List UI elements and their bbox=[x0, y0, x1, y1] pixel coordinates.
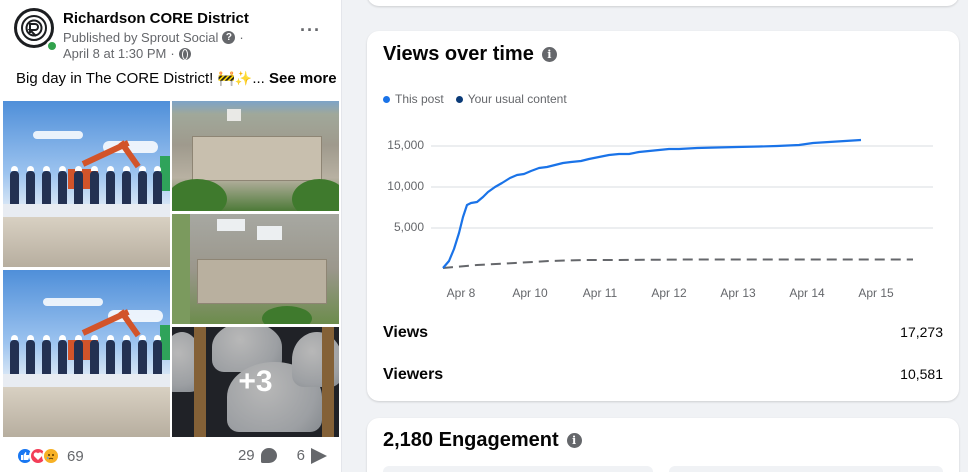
post-date-line: April 8 at 1:30 PM · bbox=[63, 46, 191, 61]
stat-row-viewers: Viewers 10,581 bbox=[383, 366, 943, 384]
help-icon[interactable]: ? bbox=[222, 31, 236, 44]
post-card: Richardson CORE District Published by Sp… bbox=[0, 0, 342, 472]
y-tick: 10,000 bbox=[387, 179, 424, 193]
caption-ellipsis: ... bbox=[252, 70, 269, 87]
views-line-chart[interactable]: 15,000 10,000 5,000 Apr 8 Apr 10 Apr 11 … bbox=[367, 121, 959, 306]
photo-groundbreaking-1[interactable] bbox=[3, 101, 170, 267]
stat-value: 17,273 bbox=[900, 324, 943, 340]
caption-text: Big day in The CORE District! bbox=[16, 70, 218, 87]
engagement-subpanel bbox=[669, 466, 943, 472]
photo-grid: +3 bbox=[3, 101, 339, 437]
legend-dot-icon bbox=[383, 95, 390, 103]
previous-card bbox=[367, 0, 959, 6]
publisher-line: Published by Sprout Social ? · bbox=[63, 30, 244, 45]
photo-aerial-site-1[interactable] bbox=[172, 101, 339, 211]
caption-emoji: 🚧✨ bbox=[217, 70, 253, 86]
legend-usual-content: Your usual content bbox=[455, 92, 567, 106]
post-caption: Big day in The CORE District! 🚧✨... See … bbox=[16, 70, 337, 87]
views-card-title: Views over time i bbox=[383, 43, 557, 66]
page-name-link[interactable]: Richardson CORE District bbox=[63, 10, 249, 27]
photo-groundbreaking-2[interactable] bbox=[3, 270, 170, 437]
x-tick: Apr 15 bbox=[858, 286, 894, 300]
more-photos-overlay[interactable]: +3 bbox=[172, 327, 339, 437]
chart-legend: This post Your usual content bbox=[383, 92, 567, 106]
core-logo-icon bbox=[21, 15, 47, 41]
stat-row-views: Views 17,273 bbox=[383, 324, 943, 342]
info-icon[interactable]: i bbox=[566, 433, 582, 448]
online-status-dot bbox=[46, 40, 58, 52]
stat-value: 10,581 bbox=[900, 366, 943, 382]
x-tick: Apr 10 bbox=[512, 286, 548, 300]
share-icon[interactable] bbox=[311, 447, 327, 464]
more-options-button[interactable]: ··· bbox=[300, 20, 321, 40]
views-over-time-card: Views over time i This post Your usual c… bbox=[367, 31, 959, 401]
info-icon[interactable]: i bbox=[541, 47, 557, 62]
separator-dot: · bbox=[170, 46, 175, 61]
page-avatar[interactable] bbox=[14, 8, 58, 52]
y-tick: 15,000 bbox=[387, 138, 424, 152]
shares-count[interactable]: 6 bbox=[296, 447, 305, 464]
separator-dot: · bbox=[239, 30, 244, 45]
x-tick: Apr 14 bbox=[789, 286, 825, 300]
engagement-title-text: 2,180 Engagement bbox=[383, 429, 559, 451]
y-tick: 5,000 bbox=[393, 220, 424, 234]
x-tick: Apr 11 bbox=[582, 286, 618, 300]
x-tick: Apr 13 bbox=[720, 286, 756, 300]
stat-label: Views bbox=[383, 324, 429, 341]
views-title-text: Views over time bbox=[383, 43, 534, 65]
legend-dot-icon bbox=[455, 95, 463, 103]
stat-label: Viewers bbox=[383, 366, 444, 383]
reaction-count: 69 bbox=[67, 447, 84, 465]
x-tick: Apr 12 bbox=[651, 286, 687, 300]
sad-icon bbox=[42, 447, 60, 465]
reactions-summary[interactable]: 69 bbox=[16, 447, 84, 465]
engagement-card: 2,180 Engagement i bbox=[367, 418, 959, 472]
engagement-card-title: 2,180 Engagement i bbox=[383, 429, 582, 452]
photo-aerial-site-2[interactable] bbox=[172, 214, 339, 324]
publisher-text: Published by Sprout Social bbox=[63, 30, 219, 45]
engagement-subpanel bbox=[383, 466, 653, 472]
globe-icon bbox=[178, 47, 191, 60]
see-more-link[interactable]: See more bbox=[269, 70, 337, 87]
comment-icon[interactable] bbox=[260, 448, 277, 463]
legend-this-post: This post bbox=[383, 92, 444, 106]
legend-label: Your usual content bbox=[467, 92, 567, 106]
chart-plot-area bbox=[431, 138, 933, 269]
legend-label: This post bbox=[395, 92, 444, 106]
post-timestamp-link[interactable]: April 8 at 1:30 PM bbox=[63, 46, 167, 61]
photo-hard-hats[interactable]: +3 bbox=[172, 327, 339, 437]
comments-count[interactable]: 29 bbox=[237, 447, 255, 464]
x-tick: Apr 8 bbox=[446, 286, 476, 300]
post-header: Richardson CORE District Published by Sp… bbox=[14, 8, 331, 64]
engagement-counts: 29 6 bbox=[238, 447, 327, 464]
